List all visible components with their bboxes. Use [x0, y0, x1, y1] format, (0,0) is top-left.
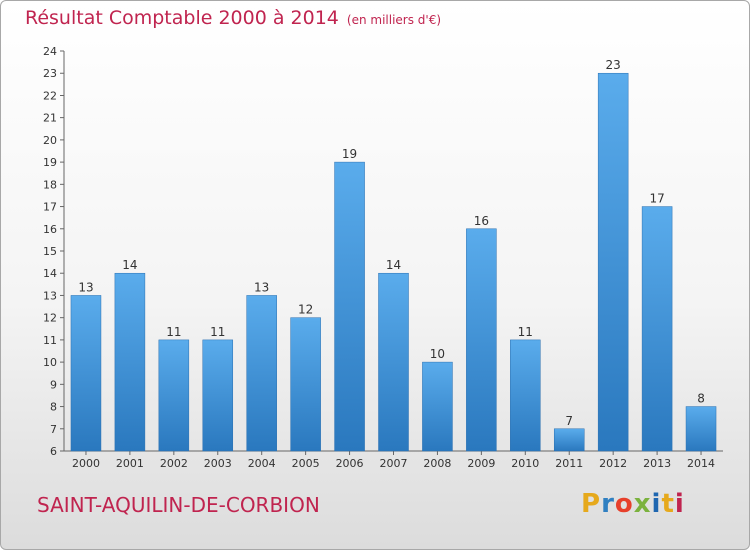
y-tick-label: 18 [43, 178, 57, 191]
y-tick-label: 7 [50, 423, 57, 436]
bar-2000 [70, 295, 102, 452]
title-text: Résultat Comptable 2000 à 2014 [25, 7, 339, 29]
y-tick-label: 14 [43, 267, 57, 280]
logo-letter: o [614, 489, 634, 519]
bar-2001 [114, 272, 146, 452]
bar-2007 [378, 272, 409, 452]
value-label-2001: 14 [122, 258, 137, 272]
y-tick-label: 22 [43, 89, 57, 102]
x-tick-label-2011: 2011 [555, 457, 583, 470]
bar-2003 [202, 339, 234, 452]
x-tick-label-2014: 2014 [687, 457, 715, 470]
y-tick-label: 9 [50, 378, 57, 391]
value-label-2000: 13 [78, 280, 93, 294]
x-tick-label-2003: 2003 [204, 457, 232, 470]
value-label-2014: 8 [697, 392, 705, 406]
logo-letter: P [581, 489, 602, 519]
bar-2006 [334, 161, 365, 452]
value-label-2002: 11 [166, 325, 181, 339]
x-tick-label-2009: 2009 [467, 457, 495, 470]
value-label-2007: 14 [386, 258, 401, 272]
bar-2009 [466, 228, 497, 452]
y-tick-label: 21 [43, 112, 57, 125]
town-name: SAINT-AQUILIN-DE-CORBION [37, 493, 320, 517]
bars: 13 14 11 11 13 12 19 14 10 16 11 7 23 17 8 [70, 58, 717, 452]
y-tick-label: 12 [43, 312, 57, 325]
value-label-2008: 10 [430, 347, 445, 361]
logo-letter: r [601, 489, 615, 519]
bar-2002 [158, 339, 190, 452]
x-tick-label-2002: 2002 [160, 457, 188, 470]
value-label-2010: 11 [518, 325, 533, 339]
bar-2004 [246, 295, 277, 452]
y-tick-label: 19 [43, 156, 57, 169]
bar-2010 [510, 339, 541, 452]
y-tick-label: 23 [43, 67, 57, 80]
bar-2005 [290, 317, 321, 452]
y-tick-label: 17 [43, 201, 57, 214]
value-label-2005: 12 [298, 303, 313, 317]
logo-letter: i [651, 489, 662, 519]
x-tick-label-2008: 2008 [423, 457, 451, 470]
chart-title: Résultat Comptable 2000 à 2014 (en millie… [25, 7, 441, 29]
bar-2012 [597, 72, 629, 452]
value-label-2003: 11 [210, 325, 225, 339]
y-tick-label: 16 [43, 223, 57, 236]
x-tick-label-2001: 2001 [116, 457, 144, 470]
x-tick-label-2004: 2004 [248, 457, 276, 470]
y-tick-label: 10 [43, 356, 57, 369]
logo-letter: i [674, 489, 685, 519]
value-label-2013: 17 [649, 192, 664, 206]
value-label-2009: 16 [474, 214, 489, 228]
value-label-2006: 19 [342, 147, 357, 161]
value-label-2011: 7 [565, 414, 573, 428]
logo-letter: t [661, 489, 675, 519]
y-tick-label: 8 [50, 401, 57, 414]
y-tick-label: 13 [43, 289, 57, 302]
value-label-2012: 23 [606, 58, 621, 72]
x-tick-label-2012: 2012 [599, 457, 627, 470]
bar-2008 [422, 361, 453, 452]
bar-2011 [553, 428, 585, 452]
logo-letter: x [633, 489, 652, 519]
title-unit: (en milliers d'€) [346, 13, 442, 27]
x-tick-label-2007: 2007 [380, 457, 408, 470]
bar-2014 [685, 406, 717, 452]
y-tick-label: 6 [50, 445, 57, 458]
value-label-2004: 13 [254, 280, 269, 294]
y-tick-label: 24 [43, 45, 57, 58]
y-tick-label: 15 [43, 245, 57, 258]
x-tick-label-2010: 2010 [511, 457, 539, 470]
x-tick-label-2006: 2006 [336, 457, 364, 470]
x-tick-label-2005: 2005 [292, 457, 320, 470]
x-tick-label-2013: 2013 [643, 457, 671, 470]
proxiti-logo: Proxiti [581, 489, 685, 519]
bar-2013 [641, 206, 673, 452]
x-tick-label-2000: 2000 [72, 457, 100, 470]
y-tick-label: 20 [43, 134, 57, 147]
y-tick-label: 11 [43, 334, 57, 347]
